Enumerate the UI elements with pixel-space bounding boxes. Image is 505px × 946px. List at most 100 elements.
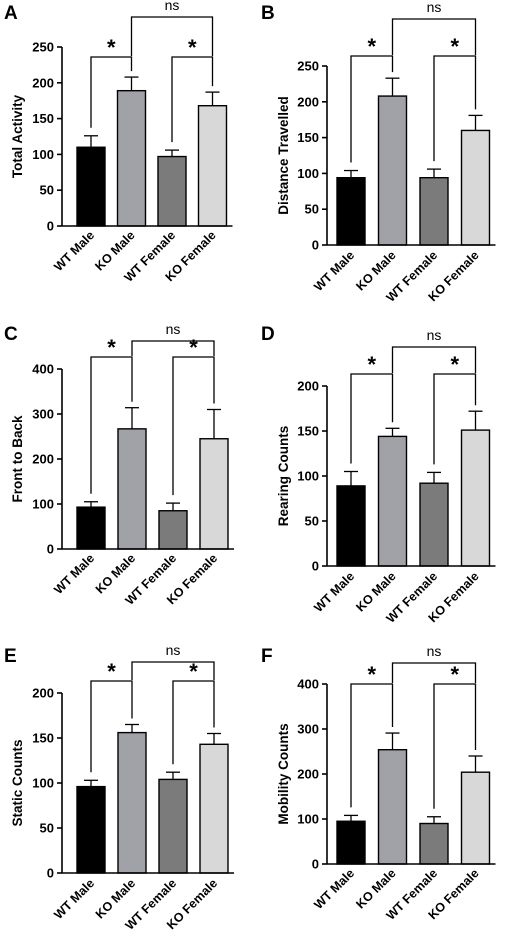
bracket-ko bbox=[131, 340, 215, 356]
y-tick-label: 150 bbox=[32, 111, 54, 126]
significance-male: * bbox=[107, 659, 116, 684]
bar-wt-female bbox=[158, 510, 188, 550]
bracket-ko bbox=[391, 346, 477, 373]
bracket-ko bbox=[131, 661, 215, 680]
y-tick-label: 200 bbox=[297, 767, 319, 782]
y-tick-label: 100 bbox=[32, 776, 54, 791]
panel-letter: F bbox=[261, 646, 273, 667]
bar-ko-female bbox=[460, 771, 491, 865]
y-tick-label: 250 bbox=[32, 40, 54, 55]
bar-ko-male bbox=[117, 731, 147, 874]
bar-ko-male bbox=[377, 435, 408, 567]
significance-ko: ns bbox=[166, 642, 181, 658]
y-tick-label: 100 bbox=[297, 469, 319, 484]
y-tick-label: 100 bbox=[32, 497, 54, 512]
bracket-male bbox=[350, 683, 394, 808]
panel-letter: C bbox=[4, 324, 18, 345]
significance-female: * bbox=[450, 352, 459, 377]
bar-wt-female bbox=[157, 155, 187, 227]
bar-wt-male bbox=[76, 506, 106, 550]
significance-ko: ns bbox=[427, 643, 442, 659]
bar-ko-male bbox=[377, 749, 408, 865]
significance-female: * bbox=[450, 662, 459, 687]
bar-ko-male bbox=[116, 89, 147, 227]
bar-wt-female bbox=[419, 176, 449, 246]
y-tick-label: 50 bbox=[40, 183, 54, 198]
bar-wt-male bbox=[76, 146, 106, 227]
bar-wt-male bbox=[336, 485, 366, 567]
y-tick-label: 100 bbox=[32, 147, 54, 162]
bar-ko-female bbox=[197, 105, 228, 227]
significance-ko: ns bbox=[165, 0, 180, 13]
bar-ko-female bbox=[199, 438, 229, 550]
bar-ko-male bbox=[377, 95, 408, 246]
category-label: WT Male bbox=[51, 876, 97, 922]
significance-male: * bbox=[367, 34, 376, 59]
significance-female: * bbox=[450, 34, 459, 59]
significance-female: * bbox=[189, 659, 198, 684]
y-tick-label: 0 bbox=[47, 542, 54, 557]
y-tick-label: 0 bbox=[312, 238, 319, 253]
y-axis-label: Rearing Counts bbox=[276, 426, 291, 527]
panel-letter: E bbox=[4, 646, 17, 667]
bracket-male bbox=[90, 356, 133, 494]
panel-letter: D bbox=[261, 324, 275, 345]
y-tick-label: 200 bbox=[32, 75, 54, 90]
bracket-ko bbox=[391, 18, 477, 55]
y-tick-label: 300 bbox=[32, 407, 54, 422]
category-label: WT Male bbox=[311, 569, 357, 615]
bracket-female bbox=[433, 683, 477, 809]
y-tick-label: 150 bbox=[32, 731, 54, 746]
significance-ko: ns bbox=[166, 321, 181, 337]
bracket-female bbox=[433, 373, 477, 465]
y-axis-label: Distance Travelled bbox=[276, 96, 291, 215]
y-tick-label: 200 bbox=[297, 379, 319, 394]
bracket-male bbox=[350, 55, 394, 163]
y-axis-label: Static Counts bbox=[10, 739, 25, 826]
bar-ko-female bbox=[199, 743, 229, 874]
significance-ko: ns bbox=[427, 327, 442, 343]
y-axis-label: Front to Back bbox=[10, 415, 25, 502]
y-tick-label: 50 bbox=[40, 821, 54, 836]
y-tick-label: 150 bbox=[297, 130, 319, 145]
y-tick-label: 0 bbox=[47, 866, 54, 881]
category-label: WT Male bbox=[311, 248, 357, 294]
bracket-ko bbox=[391, 662, 477, 683]
bracket-male bbox=[90, 680, 133, 773]
bar-wt-female bbox=[158, 778, 188, 874]
bar-wt-male bbox=[336, 176, 366, 246]
y-axis-label: Total Activity bbox=[10, 94, 25, 178]
y-tick-label: 0 bbox=[312, 559, 319, 574]
y-tick-label: 0 bbox=[312, 857, 319, 872]
y-tick-label: 100 bbox=[297, 166, 319, 181]
significance-male: * bbox=[107, 335, 116, 360]
y-axis-label: Mobility Counts bbox=[276, 723, 291, 824]
significance-male: * bbox=[367, 662, 376, 687]
panel-letter: A bbox=[4, 3, 18, 24]
bracket-female bbox=[171, 56, 214, 143]
bracket-male bbox=[350, 373, 394, 464]
y-tick-label: 150 bbox=[297, 424, 319, 439]
bar-ko-female bbox=[460, 129, 491, 246]
y-tick-label: 200 bbox=[297, 94, 319, 109]
category-label: WT Male bbox=[51, 228, 97, 274]
significance-female: * bbox=[189, 335, 198, 360]
bracket-ko bbox=[130, 16, 214, 56]
bar-ko-male bbox=[117, 428, 147, 550]
significance-ko: ns bbox=[427, 0, 442, 15]
bar-wt-female bbox=[419, 482, 449, 567]
significance-male: * bbox=[107, 35, 116, 60]
y-tick-label: 0 bbox=[47, 219, 54, 234]
y-tick-label: 100 bbox=[297, 812, 319, 827]
significance-female: * bbox=[188, 35, 197, 60]
y-tick-label: 50 bbox=[305, 514, 319, 529]
category-label: WT Male bbox=[311, 866, 357, 912]
bar-wt-male bbox=[76, 785, 106, 874]
category-label: WT Male bbox=[51, 551, 97, 597]
